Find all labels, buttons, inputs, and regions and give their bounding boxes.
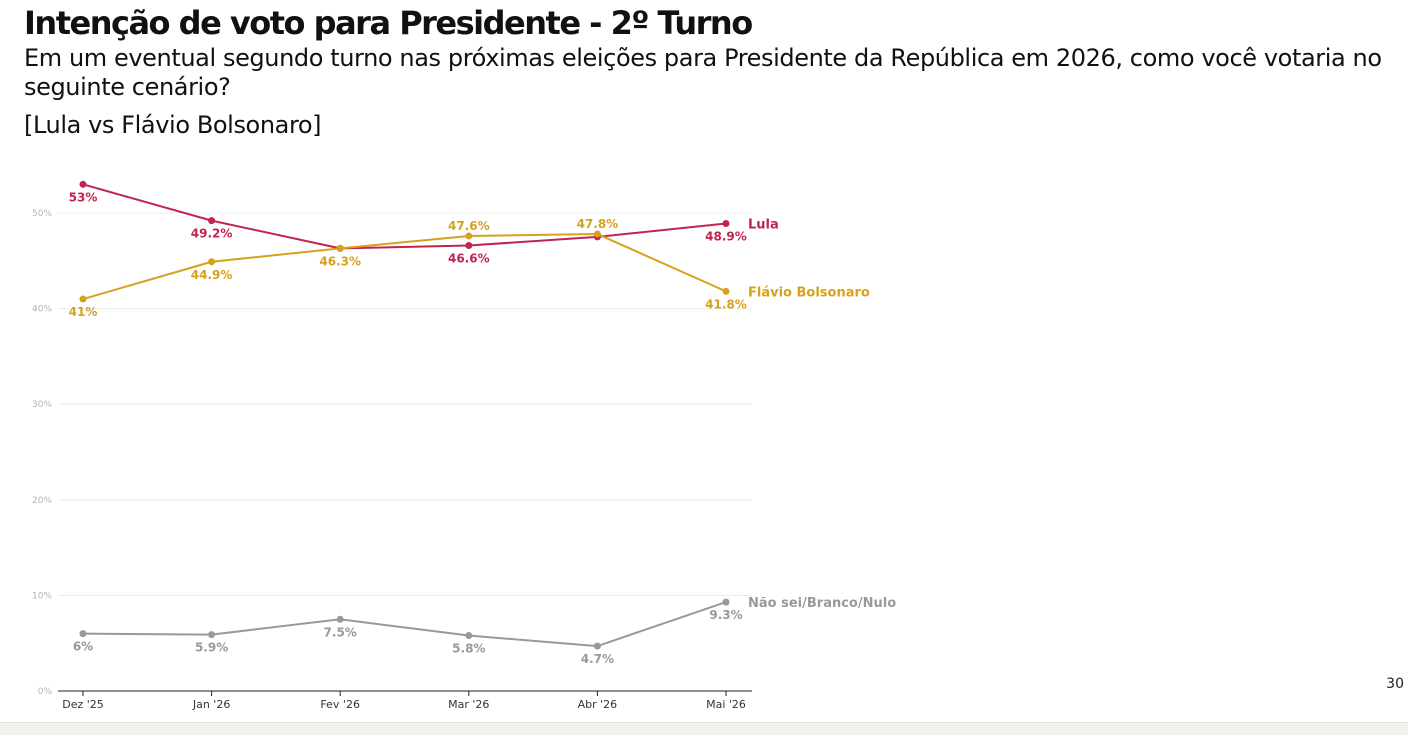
data-label: 5.8% [452, 642, 485, 656]
y-tick-label: 40% [32, 305, 52, 315]
survey-question: Em um eventual segundo turno nas próxima… [24, 44, 1382, 101]
data-label: 47.8% [577, 217, 619, 231]
x-tick-label: Jan '26 [192, 698, 230, 711]
series-line-0 [82, 183, 727, 250]
y-tick-label: 0% [38, 687, 53, 697]
data-label: 7.5% [324, 625, 357, 639]
data-point [79, 630, 87, 638]
data-label: 9.3% [709, 608, 742, 622]
data-point [79, 180, 87, 188]
series-line-1 [82, 233, 727, 301]
data-point [722, 220, 730, 228]
scenario-label: [Lula vs Flávio Bolsonaro] [24, 111, 322, 139]
data-label: 41% [69, 305, 98, 319]
data-point [593, 642, 601, 650]
y-tick-label: 20% [32, 496, 52, 506]
y-tick-label: 30% [32, 400, 52, 410]
y-tick-label: 50% [32, 209, 52, 219]
series-line-2 [82, 601, 727, 648]
data-label: 53% [69, 190, 98, 204]
series-name-label: Lula [748, 218, 779, 233]
x-tick-label: Abr '26 [578, 698, 618, 711]
x-tick-label: Mar '26 [448, 698, 489, 711]
page-number: 30 [1386, 676, 1404, 692]
data-point [722, 598, 730, 606]
line-chart: 0% 10% 20% 30% 40% 50% Dez '25 Jan '26 Fev '26 Ma… [32, 180, 896, 711]
data-point [722, 287, 730, 295]
data-label: 5.9% [195, 641, 228, 655]
data-point [208, 631, 216, 639]
data-point [79, 295, 87, 303]
y-tick-label: 10% [32, 591, 52, 601]
data-label: 49.2% [191, 227, 233, 241]
data-label: 41.8% [705, 297, 747, 311]
data-point [465, 232, 473, 240]
footer-bar [0, 722, 1408, 735]
data-point [465, 242, 473, 250]
data-point [208, 258, 216, 266]
x-tick-label: Mai '26 [706, 698, 746, 711]
data-point [336, 244, 344, 252]
x-tick-label: Fev '26 [320, 698, 360, 711]
data-point [593, 230, 601, 238]
data-label: 46.3% [319, 254, 361, 268]
data-label: 4.7% [581, 652, 614, 666]
data-label: 46.6% [448, 252, 490, 266]
data-point [336, 615, 344, 623]
chart-title: Intenção de voto para Presidente - 2º Tu… [24, 4, 753, 42]
data-label: 6% [73, 640, 93, 654]
data-label: 47.6% [448, 219, 490, 233]
series-name-label: Flávio Bolsonaro [748, 285, 870, 300]
series-name-label: Não sei/Branco/Nulo [748, 596, 896, 611]
data-point [208, 217, 216, 225]
data-label: 48.9% [705, 230, 747, 244]
data-point [465, 632, 473, 640]
x-tick-label: Dez '25 [62, 698, 104, 711]
data-label: 44.9% [191, 268, 233, 282]
